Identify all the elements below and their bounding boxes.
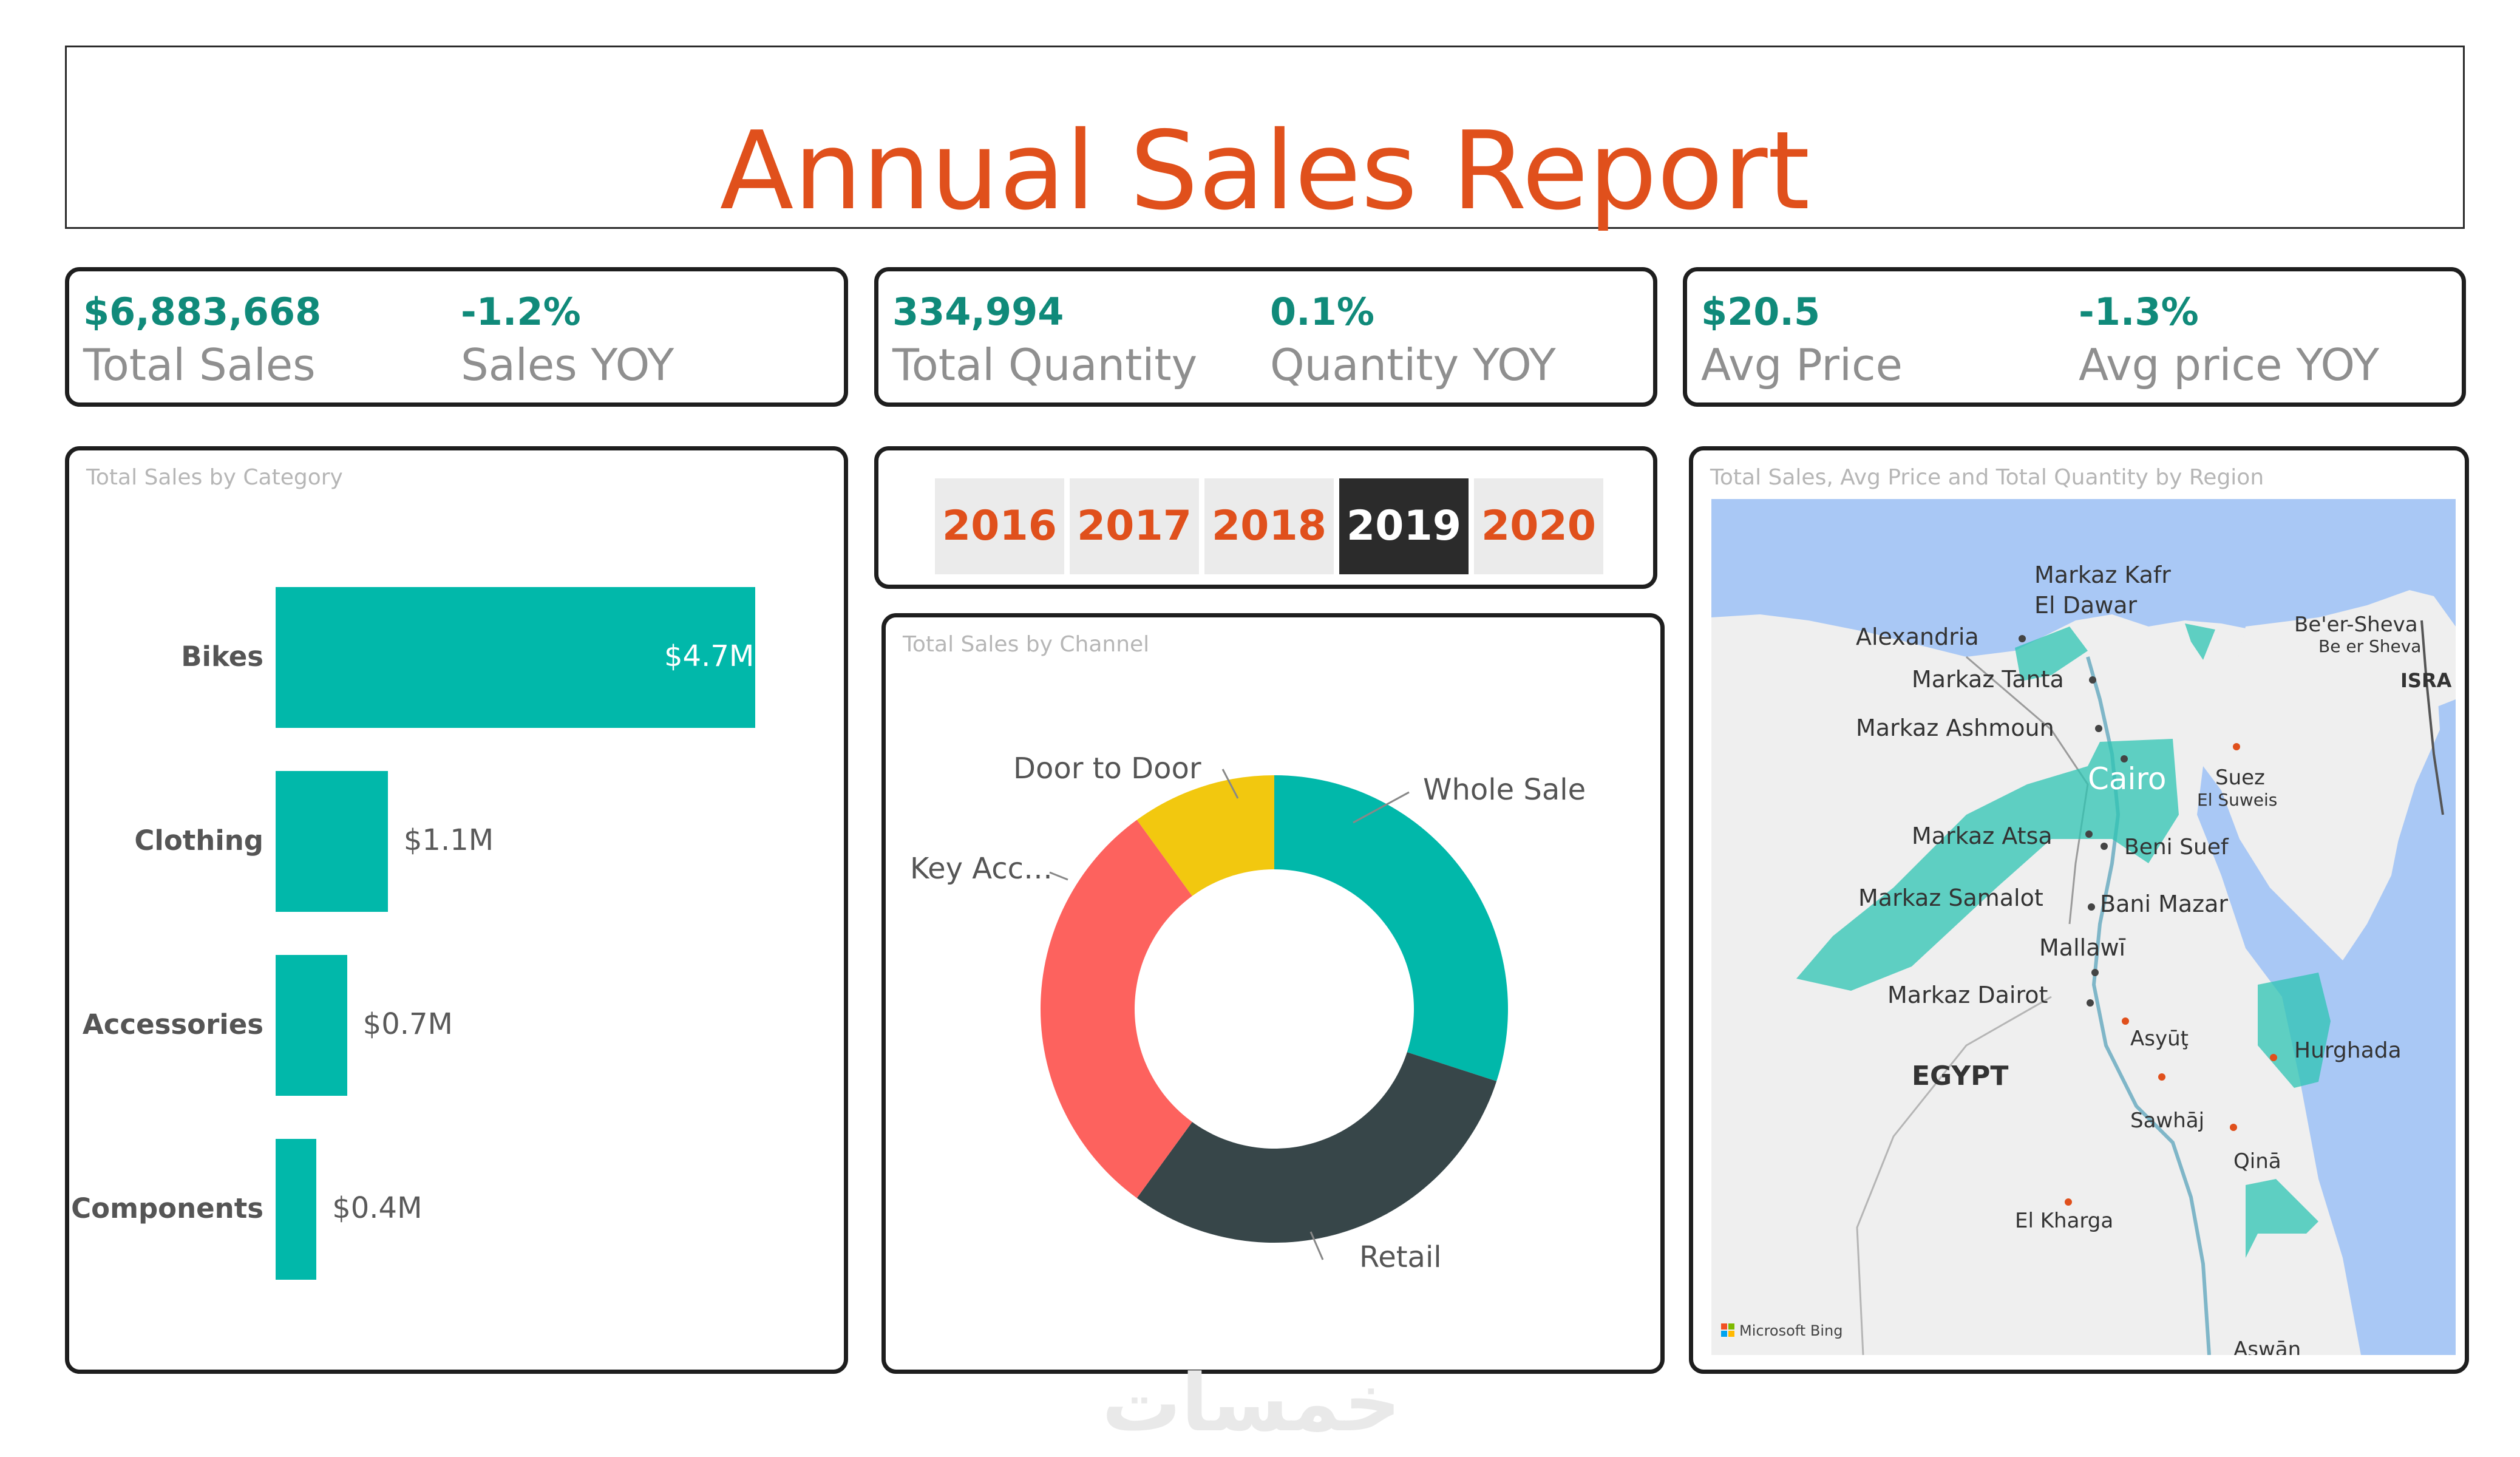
region-shape[interactable] <box>2185 623 2215 660</box>
map-label: Qinā <box>2233 1149 2281 1173</box>
map-canvas[interactable]: Markaz Kafr El Dawar Alexandria Markaz T… <box>1711 499 2456 1355</box>
kpi-avg-price-value: $20.5 <box>1701 290 1821 334</box>
map-label: Bani Mazar <box>2100 891 2228 917</box>
bar-value-label: $4.7M <box>664 639 755 673</box>
year-button-2016[interactable]: 2016 <box>935 478 1064 574</box>
donut-label: Key Acc… <box>910 852 1053 886</box>
border-line <box>2420 620 2444 815</box>
donut-slice[interactable] <box>1041 820 1192 1198</box>
category-bar-chart[interactable]: Bikes $4.7M Clothing $1.1M Accessories $0.7M C… <box>69 450 844 1370</box>
watermark: خمسات <box>1102 1357 1401 1449</box>
map-label: Suez <box>2215 766 2265 790</box>
category-label: Components <box>71 1192 263 1224</box>
map-label: Markaz Samalot <box>1858 885 2043 911</box>
map-label: EGYPT <box>1912 1061 2008 1092</box>
map-label: Be'er-Sheva <box>2294 613 2418 637</box>
kpi-total-quantity-value: 334,994 <box>892 290 1064 334</box>
donut-slice[interactable] <box>1274 775 1508 1081</box>
map-attribution: Microsoft Bing <box>1739 1322 1842 1339</box>
map-label: El Suweis <box>2197 790 2277 810</box>
year-button-2020[interactable]: 2020 <box>1474 478 1603 574</box>
year-slicer-card: 2016 2017 2018 2019 2020 <box>874 446 1657 589</box>
category-chart-title: Total Sales by Category <box>86 465 343 490</box>
kpi-total-quantity-label: Total Quantity <box>892 339 1198 390</box>
bar-value-label: $0.4M <box>332 1191 423 1225</box>
region-shape[interactable] <box>2015 627 2088 681</box>
city-dots <box>2019 635 2128 1007</box>
bar-value-label: $1.1M <box>403 823 494 857</box>
report-title: Annual Sales Report <box>719 108 1810 234</box>
kpi-quantity-yoy-value: 0.1% <box>1270 290 1374 334</box>
donut-slice[interactable] <box>1136 775 1274 896</box>
donut-label: Whole Sale <box>1423 773 1586 807</box>
map-title: Total Sales, Avg Price and Total Quantit… <box>1710 465 2264 490</box>
map-label: Aswān <box>2233 1337 2301 1355</box>
map-label: Markaz Ashmoun <box>1856 715 2054 741</box>
bing-logo: Microsoft Bing <box>1721 1322 1842 1339</box>
category-bar[interactable] <box>276 955 347 1096</box>
kpi-card-quantity[interactable]: 334,994 Total Quantity 0.1% Quantity YOY <box>874 267 1657 407</box>
mediterranean-sea <box>1711 499 2456 657</box>
category-chart-card[interactable]: Total Sales by Category Bikes $4.7M Clothi… <box>65 446 848 1374</box>
region-map-card[interactable]: Total Sales, Avg Price and Total Quantit… <box>1689 446 2469 1374</box>
map-label: Be er Sheva <box>2318 636 2421 656</box>
map-label: Asyūţ <box>2130 1027 2189 1051</box>
map-label: El Dawar <box>2034 592 2138 619</box>
channel-chart-title: Total Sales by Channel <box>903 632 1150 657</box>
map-label: Markaz Atsa <box>1912 823 2053 849</box>
kpi-sales-yoy-value: -1.2% <box>461 290 581 334</box>
donut-label: Retail <box>1359 1240 1442 1274</box>
category-label: Bikes <box>181 640 263 673</box>
donut-label: Door to Door <box>1013 752 1201 786</box>
kpi-quantity-yoy-label: Quantity YOY <box>1270 339 1556 390</box>
city-dots-orange <box>2065 743 2277 1206</box>
category-label: Clothing <box>134 824 263 857</box>
map-label: Hurghada <box>2294 1038 2402 1063</box>
kpi-card-sales[interactable]: $6,883,668 Total Sales -1.2% Sales YOY <box>65 267 848 407</box>
bar-value-label: $0.7M <box>362 1007 453 1041</box>
year-button-2017[interactable]: 2017 <box>1070 478 1199 574</box>
region-shape[interactable] <box>1796 739 2179 991</box>
donut-leader-line <box>1221 769 1239 799</box>
category-bar[interactable] <box>276 1139 317 1280</box>
category-label: Accessories <box>82 1008 263 1041</box>
road-line <box>1856 996 2052 1355</box>
map-label: Markaz Kafr <box>2034 562 2171 588</box>
map-label: Sawhāj <box>2130 1109 2204 1133</box>
kpi-avg-price-label: Avg Price <box>1701 339 1903 390</box>
map-label: Alexandria <box>1856 623 1979 650</box>
report-title-box: Annual Sales Report <box>65 46 2465 229</box>
kpi-sales-yoy-label: Sales YOY <box>461 339 674 390</box>
channel-chart-card[interactable]: Total Sales by Channel Whole Sale Retail K… <box>881 613 1665 1374</box>
year-button-2019[interactable]: 2019 <box>1339 478 1469 574</box>
kpi-card-price[interactable]: $20.5 Avg Price -1.3% Avg price YOY <box>1683 267 2466 407</box>
map-label: Markaz Tanta <box>1912 666 2064 693</box>
map-label: Cairo <box>2088 761 2167 796</box>
region-map[interactable]: Markaz Kafr El Dawar Alexandria Markaz T… <box>1711 499 2456 1355</box>
channel-donut-chart[interactable]: Whole Sale Retail Key Acc… Door to Door <box>886 617 1660 1370</box>
donut-slice[interactable] <box>1136 1052 1497 1243</box>
kpi-total-sales-value: $6,883,668 <box>83 290 322 334</box>
sinai-land <box>2221 608 2440 948</box>
year-button-2018[interactable]: 2018 <box>1204 478 1334 574</box>
kpi-price-yoy-value: -1.3% <box>2079 290 2199 334</box>
map-label: ISRA <box>2400 669 2452 692</box>
map-label: El Kharga <box>2015 1209 2113 1233</box>
map-label: Beni Suef <box>2124 835 2229 860</box>
kpi-total-sales-label: Total Sales <box>83 339 316 390</box>
map-label: Mallawī <box>2039 934 2126 961</box>
kpi-price-yoy-label: Avg price YOY <box>2079 339 2380 390</box>
category-bar[interactable] <box>276 587 755 728</box>
category-bar[interactable] <box>276 771 388 912</box>
donut-leader-line <box>1353 791 1410 824</box>
donut-leader-line <box>1049 871 1068 881</box>
map-label: Markaz Dairot <box>1887 982 2048 1008</box>
donut-leader-line <box>1309 1231 1324 1260</box>
region-shape[interactable] <box>2246 1179 2318 1258</box>
